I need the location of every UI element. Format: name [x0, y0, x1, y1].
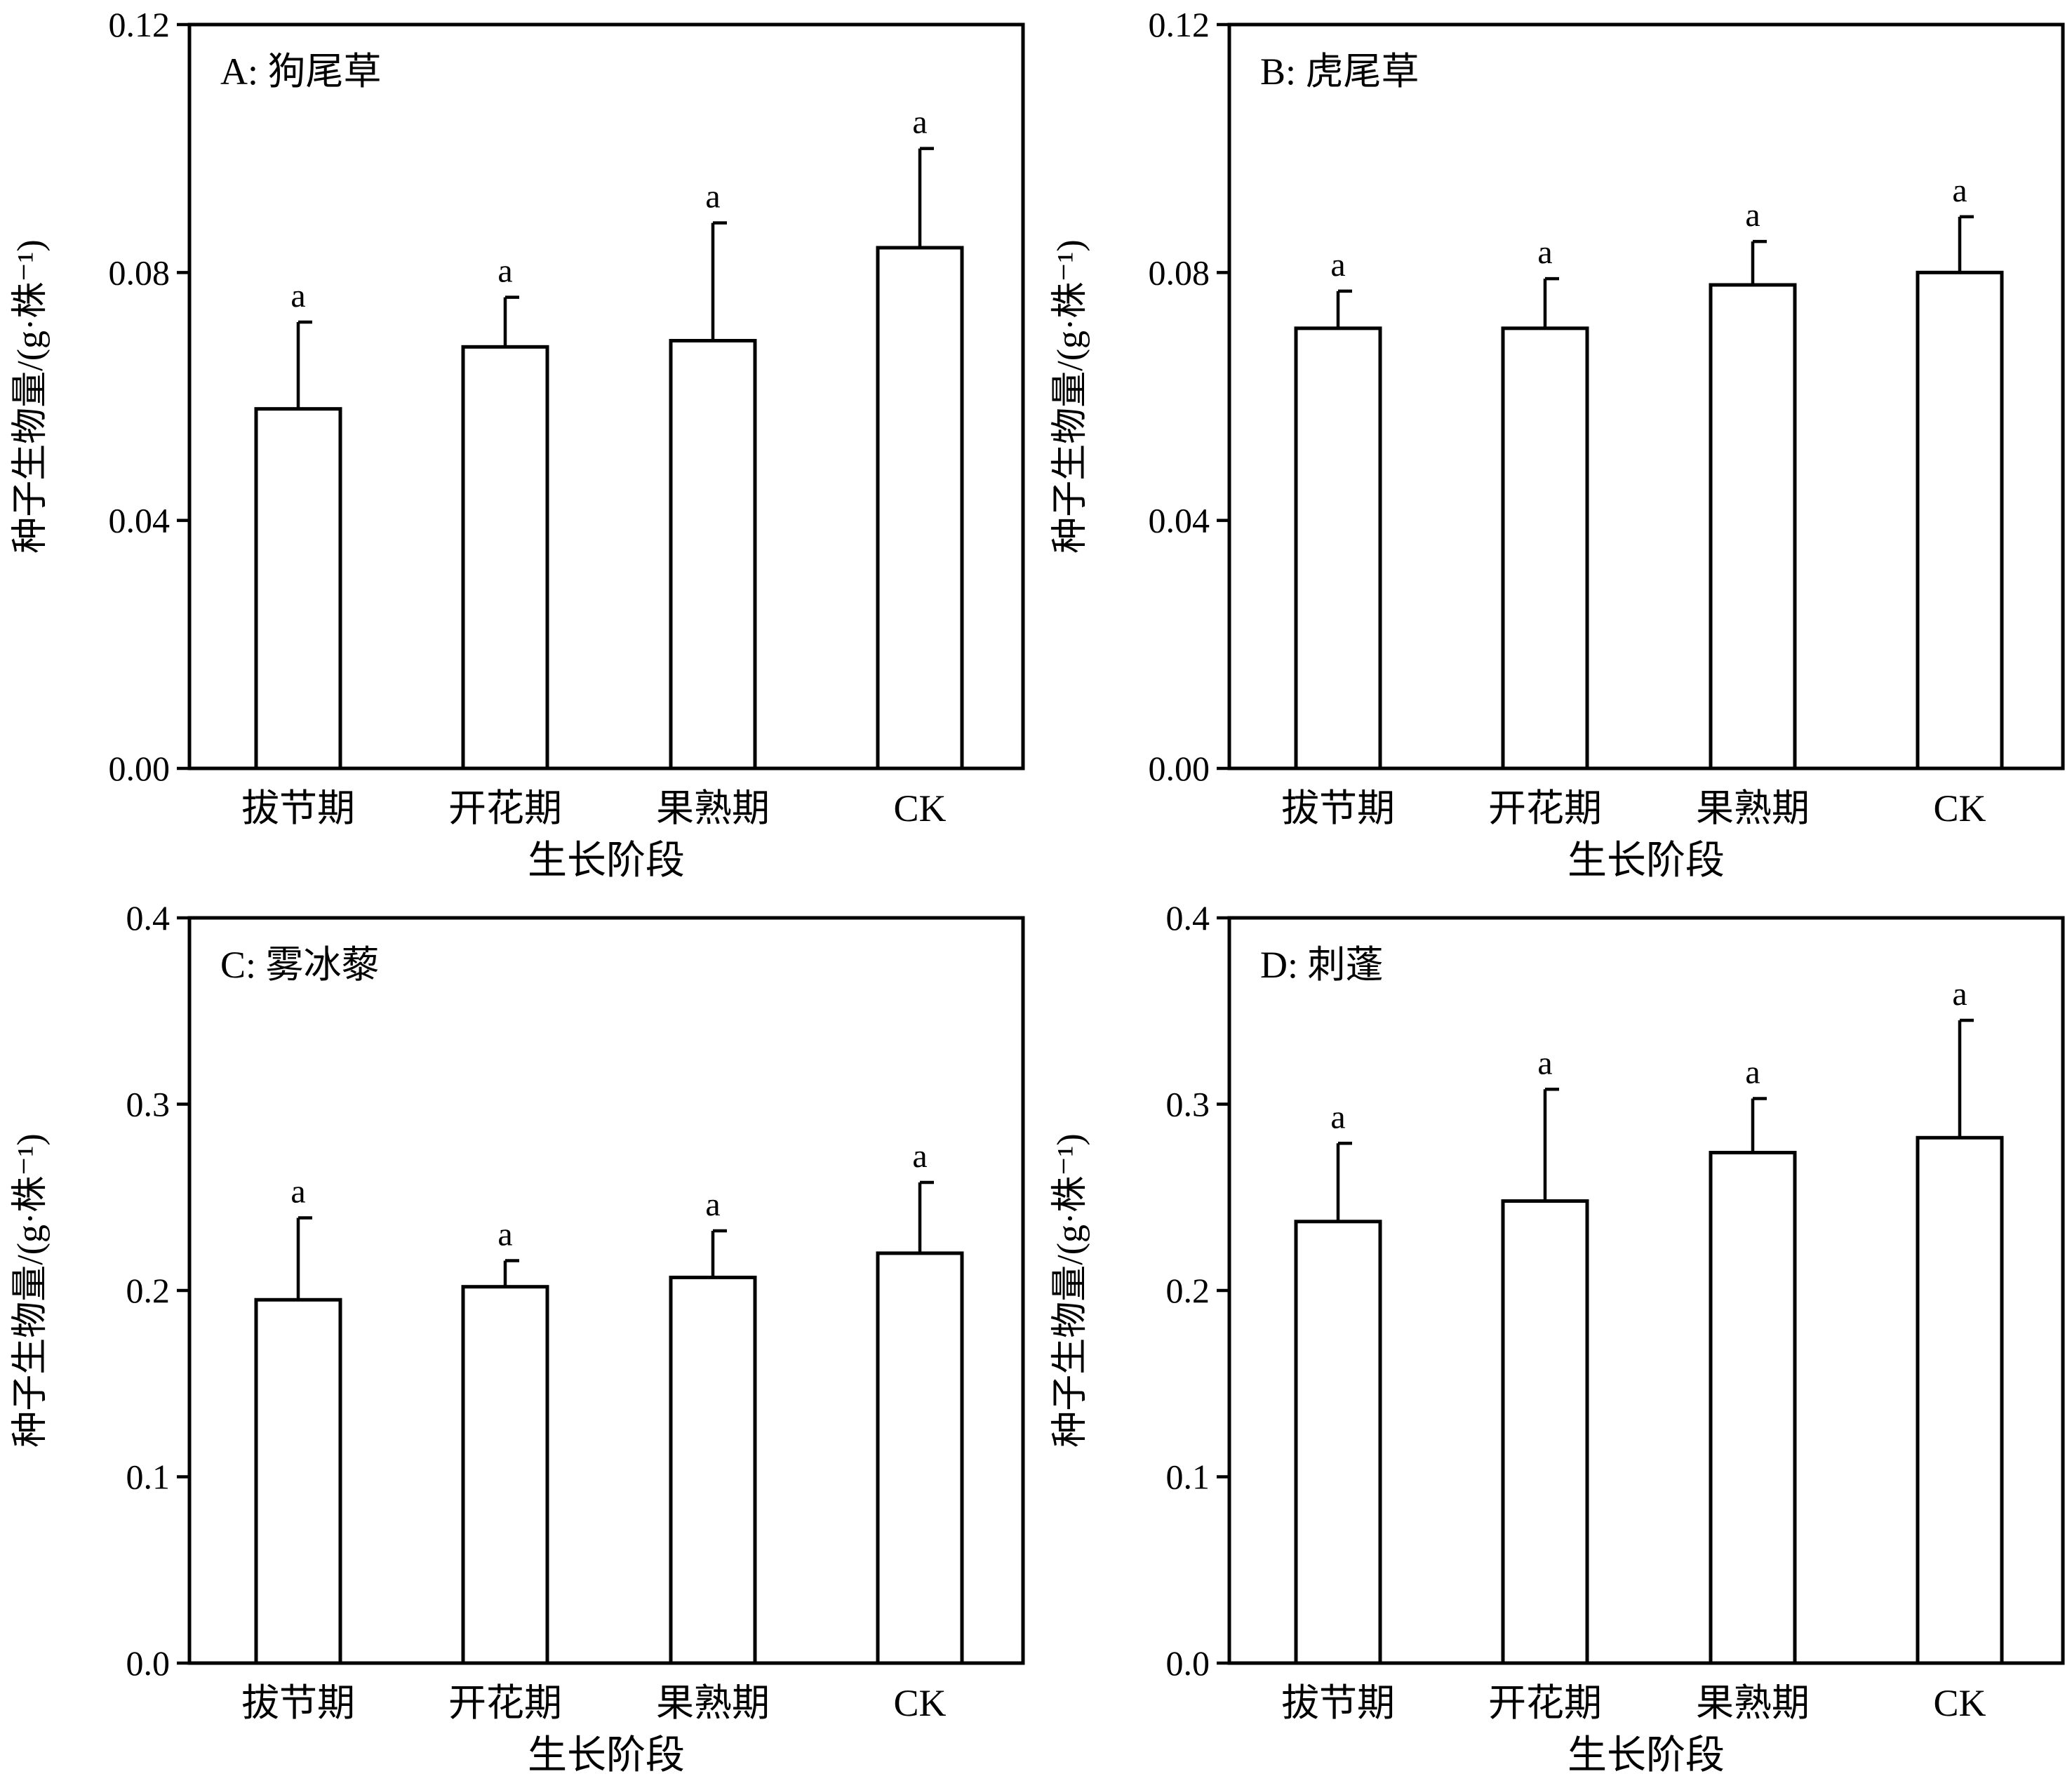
y-tick-label: 0.04: [109, 501, 171, 540]
x-axis-title: 生长阶段: [528, 839, 685, 883]
x-axis-title: 生长阶段: [528, 1734, 685, 1777]
y-tick-label: 0.4: [126, 898, 171, 938]
y-tick-label: 0.12: [109, 5, 171, 44]
x-tick-label: 果熟期: [656, 1682, 770, 1724]
bar-4: [1916, 1135, 2004, 1665]
y-tick-label: 0.08: [1149, 253, 1210, 292]
bar-1: [1294, 1220, 1382, 1665]
significance-letter: a: [1745, 1054, 1760, 1091]
x-tick-label: CK: [1933, 787, 1986, 829]
chart-panel-2: 0.00 0.04 0.08 0.12 a 拔节期 a 开花期 a 果熟期 a CK 生长阶段 种子生物量…: [1050, 5, 2065, 883]
y-tick-label: 0.12: [1149, 5, 1210, 44]
x-tick-label: 果熟期: [1696, 787, 1810, 829]
x-tick-label: 开花期: [448, 787, 562, 829]
bar-4: [1916, 270, 2004, 770]
bar-1: [1294, 326, 1382, 770]
bar-3: [1709, 283, 1797, 770]
panel-title: A: 狗尾草: [220, 51, 382, 93]
significance-letter: a: [1330, 1098, 1345, 1135]
significance-letter: a: [290, 277, 305, 314]
significance-letter: a: [1952, 172, 1967, 209]
bar-2: [1501, 1199, 1589, 1665]
y-axis-title: 种子生物量/(g·株⁻¹): [11, 1133, 51, 1447]
y-tick-label: 0.1: [1166, 1457, 1210, 1497]
x-tick-label: CK: [893, 787, 946, 829]
y-tick-label: 0.04: [1149, 501, 1210, 540]
significance-letter: a: [1537, 234, 1552, 271]
significance-letter: a: [1952, 975, 1967, 1013]
y-tick-label: 0.4: [1166, 898, 1210, 938]
x-tick-label: 拔节期: [241, 1682, 355, 1724]
significance-letter: a: [290, 1173, 305, 1210]
x-tick-label: 开花期: [448, 1682, 562, 1724]
significance-letter: a: [1745, 196, 1760, 234]
chart-panel-3: 0.0 0.1 0.2 0.3 0.4 a 拔节期 a 开花期 a 果熟期 a CK 生长阶段 种子生物量/…: [11, 898, 1025, 1777]
significance-letter: a: [497, 253, 512, 290]
significance-letter: a: [912, 104, 927, 141]
bar-2: [1501, 326, 1589, 770]
plot-frame: [1227, 22, 2065, 770]
x-tick-label: 果熟期: [656, 787, 770, 829]
bar-4: [876, 246, 964, 770]
y-tick-label: 0.3: [1166, 1085, 1210, 1124]
bar-2: [461, 1285, 549, 1665]
y-axis-title: 种子生物量/(g·株⁻¹): [1050, 1133, 1090, 1447]
bar-3: [669, 1275, 757, 1665]
y-tick-label: 0.2: [126, 1271, 171, 1310]
x-tick-label: 开花期: [1488, 787, 1602, 829]
y-tick-label: 0.00: [1149, 749, 1210, 788]
bar-3: [669, 339, 757, 770]
x-tick-label: 拔节期: [1281, 787, 1395, 829]
chart-panel-4: 0.0 0.1 0.2 0.3 0.4 a 拔节期 a 开花期 a 果熟期 a CK 生长阶段 种子生物量/…: [1050, 898, 2065, 1777]
y-tick-label: 0.08: [109, 253, 171, 292]
panel-title: D: 刺蓬: [1260, 944, 1384, 986]
y-tick-label: 0.0: [126, 1643, 171, 1683]
significance-letter: a: [705, 1186, 720, 1223]
bar-2: [461, 345, 549, 770]
significance-letter: a: [1330, 246, 1345, 283]
x-tick-label: 拔节期: [241, 787, 355, 829]
significance-letter: a: [1537, 1044, 1552, 1081]
y-tick-label: 0.3: [126, 1085, 171, 1124]
y-tick-label: 0.0: [1166, 1643, 1210, 1683]
y-axis-title: 种子生物量/(g·株⁻¹): [11, 239, 51, 553]
x-axis-title: 生长阶段: [1568, 839, 1725, 883]
x-tick-label: 开花期: [1488, 1682, 1602, 1724]
bar-3: [1709, 1151, 1797, 1665]
panel-title: C: 雾冰藜: [220, 944, 380, 986]
plot-frame: [187, 22, 1025, 770]
x-tick-label: 果熟期: [1696, 1682, 1810, 1724]
x-tick-label: CK: [1933, 1682, 1986, 1724]
bar-1: [254, 407, 342, 770]
significance-letter: a: [912, 1137, 927, 1175]
x-tick-label: 拔节期: [1281, 1682, 1395, 1724]
y-tick-label: 0.1: [126, 1457, 171, 1497]
y-tick-label: 0.2: [1166, 1271, 1210, 1310]
significance-letter: a: [497, 1216, 512, 1253]
x-axis-title: 生长阶段: [1568, 1734, 1725, 1777]
chart-panel-1: 0.00 0.04 0.08 0.12 a 拔节期 a 开花期 a 果熟期 a CK 生长阶段 种子生物量…: [11, 5, 1025, 883]
bar-4: [876, 1251, 964, 1665]
y-tick-label: 0.00: [109, 749, 171, 788]
y-axis-title: 种子生物量/(g·株⁻¹): [1050, 239, 1090, 553]
panel-title: B: 虎尾草: [1260, 51, 1419, 93]
x-tick-label: CK: [893, 1682, 946, 1724]
bar-1: [254, 1297, 342, 1665]
significance-letter: a: [705, 178, 720, 215]
